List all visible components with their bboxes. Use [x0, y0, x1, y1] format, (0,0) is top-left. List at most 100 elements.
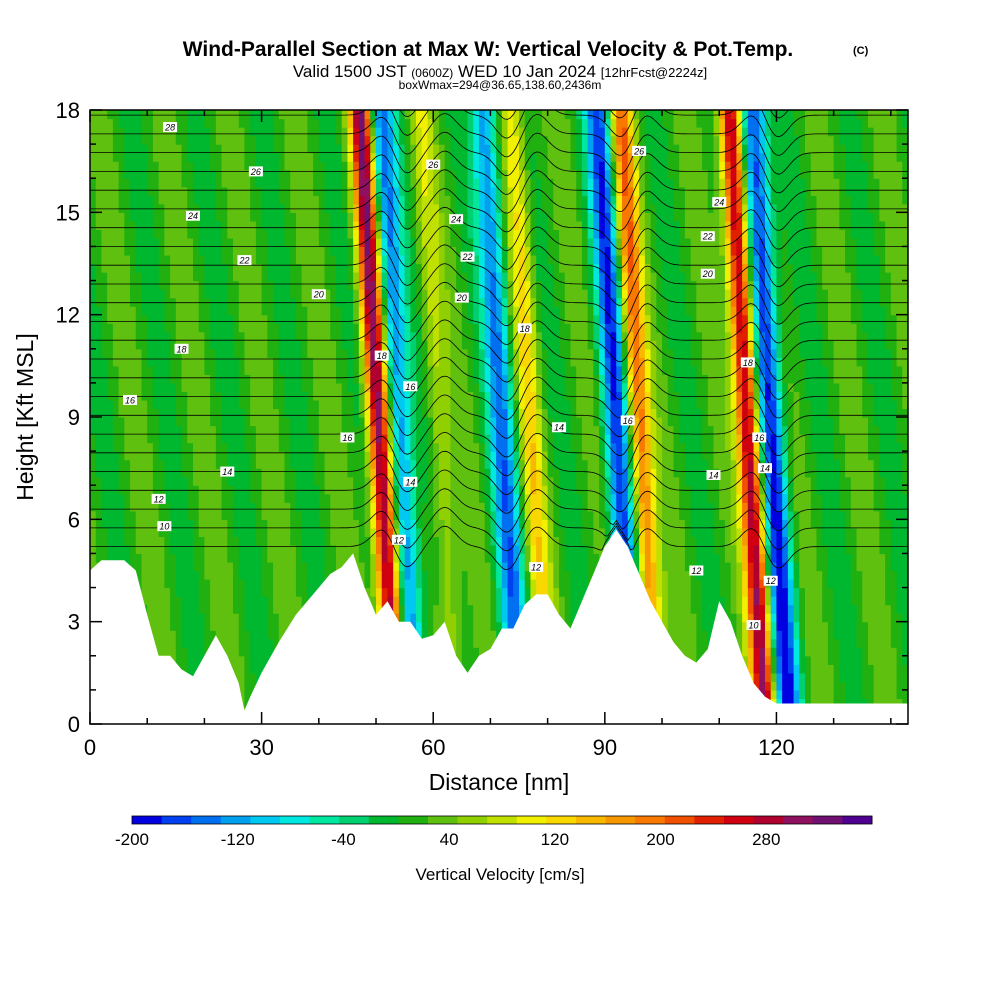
- velocity-cell: [210, 331, 217, 341]
- velocity-cell: [135, 254, 143, 265]
- velocity-cell: [376, 502, 383, 512]
- velocity-cell: [90, 161, 97, 171]
- velocity-cell: [233, 434, 240, 444]
- velocity-cell: [250, 382, 257, 393]
- velocity-cell: [238, 604, 246, 614]
- velocity-cell: [290, 425, 297, 435]
- velocity-cell: [101, 459, 108, 469]
- velocity-cell: [284, 527, 291, 537]
- velocity-cell: [301, 476, 308, 486]
- velocity-cell: [393, 357, 400, 367]
- velocity-cell: [204, 596, 211, 606]
- velocity-cell: [192, 382, 200, 393]
- velocity-cell: [192, 510, 200, 520]
- velocity-cell: [456, 502, 463, 512]
- velocity-cell: [181, 323, 188, 333]
- velocity-cell: [204, 229, 211, 239]
- velocity-cell: [175, 391, 183, 401]
- velocity-cell: [410, 289, 417, 299]
- velocity-cell: [124, 280, 131, 290]
- velocity-cell: [261, 161, 268, 171]
- velocity-cell: [335, 144, 343, 154]
- velocity-cell: [101, 510, 108, 520]
- velocity-cell: [198, 485, 206, 495]
- velocity-cell: [152, 596, 160, 606]
- velocity-cell: [267, 630, 274, 640]
- velocity-cell: [175, 647, 183, 657]
- velocity-cell: [433, 135, 440, 145]
- velocity-cell: [478, 587, 486, 597]
- velocity-cell: [484, 570, 492, 580]
- velocity-cell: [467, 374, 474, 384]
- velocity-cell: [244, 647, 251, 657]
- velocity-cell: [438, 110, 446, 120]
- velocity-cell: [255, 237, 263, 248]
- velocity-cell: [227, 357, 234, 367]
- velocity-cell: [416, 544, 423, 555]
- velocity-cell: [416, 161, 423, 171]
- velocity-cell: [130, 459, 137, 469]
- velocity-cell: [238, 391, 246, 401]
- velocity-cell: [221, 570, 228, 580]
- velocity-cell: [461, 374, 469, 384]
- velocity-cell: [416, 127, 423, 137]
- velocity-cell: [227, 596, 234, 606]
- velocity-cell: [478, 348, 486, 358]
- velocity-cell: [290, 118, 297, 128]
- velocity-cell: [273, 144, 280, 154]
- velocity-cell: [238, 246, 246, 256]
- velocity-cell: [301, 254, 308, 265]
- velocity-cell: [267, 340, 274, 350]
- velocity-cell: [387, 237, 394, 248]
- velocity-cell: [404, 604, 411, 614]
- velocity-cell: [90, 553, 97, 563]
- velocity-cell: [427, 544, 434, 555]
- velocity-cell: [444, 280, 451, 290]
- velocity-cell: [141, 476, 148, 486]
- velocity-cell: [192, 579, 200, 589]
- velocity-cell: [427, 604, 434, 614]
- velocity-cell: [364, 331, 371, 341]
- velocity-cell: [387, 357, 394, 367]
- velocity-cell: [387, 314, 394, 324]
- velocity-cell: [147, 536, 154, 546]
- velocity-cell: [456, 655, 463, 665]
- velocity-cell: [461, 468, 469, 478]
- velocity-cell: [301, 434, 308, 444]
- velocity-cell: [192, 229, 200, 239]
- velocity-cell: [130, 135, 137, 145]
- velocity-cell: [261, 408, 268, 418]
- velocity-cell: [147, 118, 154, 128]
- velocity-cell: [164, 630, 171, 640]
- velocity-cell: [313, 357, 320, 367]
- velocity-cell: [152, 510, 160, 520]
- velocity-cell: [290, 434, 297, 444]
- velocity-cell: [318, 297, 326, 307]
- velocity-cell: [273, 399, 280, 410]
- velocity-cell: [198, 408, 206, 418]
- velocity-cell: [250, 178, 257, 188]
- velocity-cell: [273, 442, 280, 452]
- velocity-cell: [187, 561, 194, 572]
- velocity-cell: [358, 314, 366, 324]
- velocity-cell: [101, 161, 108, 171]
- velocity-cell: [227, 186, 234, 196]
- velocity-cell: [427, 237, 434, 248]
- velocity-cell: [141, 596, 148, 606]
- velocity-cell: [290, 544, 297, 555]
- velocity-cell: [124, 254, 131, 265]
- velocity-cell: [250, 254, 257, 265]
- velocity-cell: [421, 570, 429, 580]
- velocity-cell: [307, 323, 314, 333]
- velocity-cell: [118, 220, 125, 230]
- velocity-cell: [164, 289, 171, 299]
- velocity-cell: [181, 425, 188, 435]
- velocity-cell: [198, 570, 206, 580]
- velocity-cell: [376, 604, 383, 614]
- velocity-cell: [324, 272, 331, 282]
- velocity-cell: [450, 425, 457, 435]
- velocity-cell: [416, 613, 423, 623]
- velocity-cell: [261, 348, 268, 358]
- velocity-cell: [107, 459, 114, 469]
